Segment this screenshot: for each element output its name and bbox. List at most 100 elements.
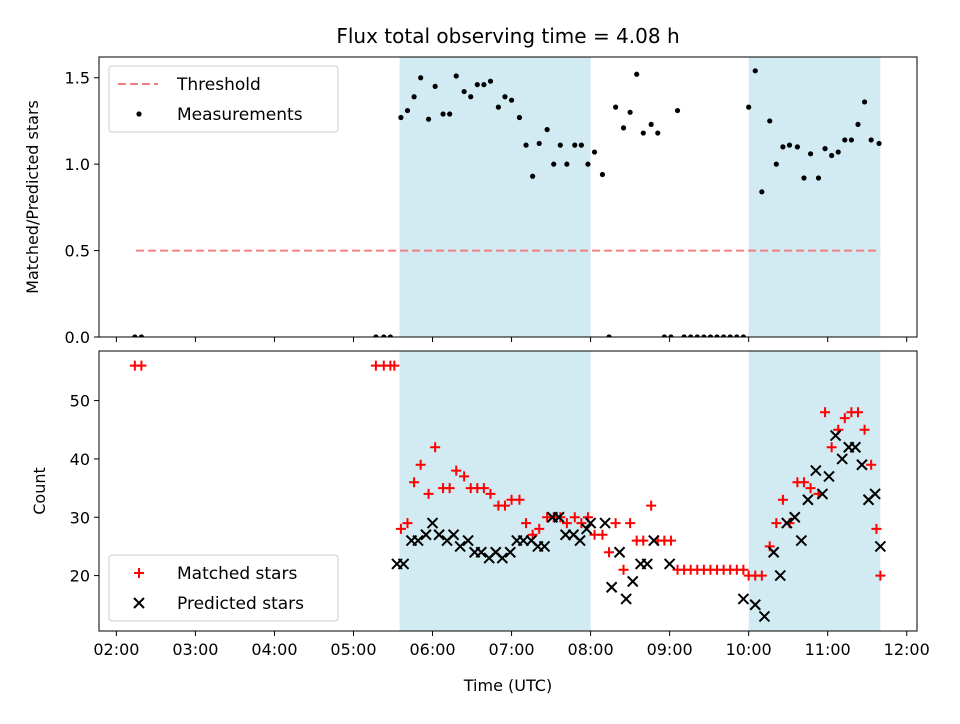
predicted-stars-point <box>749 599 761 611</box>
predicted-stars-point <box>420 529 432 541</box>
matched-stars-point <box>423 488 434 499</box>
axes-frame <box>98 56 918 338</box>
matched-stars-point <box>451 465 462 476</box>
observing-window-1 <box>399 351 591 631</box>
predicted-stars-point <box>504 546 516 558</box>
measurements-point <box>640 130 646 136</box>
matched-stars-point <box>756 570 767 581</box>
measurements-point <box>794 144 800 150</box>
matched-stars-point <box>136 360 147 371</box>
measurements-point <box>807 151 814 157</box>
measurements-point <box>440 111 446 117</box>
measurements-point <box>815 175 822 181</box>
matched-stars-point <box>798 477 809 488</box>
matched-stars-point <box>478 483 489 494</box>
predicted-stars-point <box>496 552 509 564</box>
matched-stars-point <box>852 407 863 418</box>
matched-stars-point <box>389 360 400 371</box>
measurements-point <box>835 149 841 155</box>
measurements-point <box>551 161 557 167</box>
matched-stars-point <box>395 523 406 534</box>
measurements-point <box>613 104 619 110</box>
y-tick-label: 1.0 <box>65 155 90 174</box>
measurements-point <box>707 334 714 337</box>
predicted-stars-point <box>874 540 887 553</box>
measurements-point <box>627 109 633 115</box>
measurements-point <box>387 334 393 337</box>
measurements-point <box>418 75 424 81</box>
measurements-point <box>516 114 523 121</box>
measurements-point <box>681 334 687 337</box>
matched-stars-point <box>402 518 413 529</box>
matched-stars-point <box>604 547 615 558</box>
predicted-stars-point <box>538 540 551 553</box>
measurements-point <box>694 334 700 337</box>
chart-title: Flux total observing time = 4.08 h <box>336 24 679 48</box>
measurements-point <box>536 140 542 147</box>
measurements-point <box>557 142 563 148</box>
predicted-stars-point <box>823 470 835 483</box>
y-tick-label: 0.5 <box>65 242 90 261</box>
predicted-stars-point <box>816 488 829 500</box>
matched-stars-point <box>576 518 587 529</box>
y-axis-label: Count <box>30 467 49 515</box>
measurements-point <box>759 189 765 195</box>
measurements-point <box>373 334 379 337</box>
legend-label: Matched stars <box>177 564 297 584</box>
predicted-stars-point <box>574 534 586 547</box>
x-tick-label: 05:00 <box>330 640 376 659</box>
matched-stars-point <box>665 535 676 546</box>
predicted-stars-point <box>789 511 801 523</box>
x-tick-label: 11:00 <box>805 640 851 659</box>
matched-stars-point <box>597 529 608 540</box>
measurements-point <box>508 97 515 103</box>
matched-stars-point <box>777 494 788 505</box>
x-tick-label: 03:00 <box>172 640 218 659</box>
predicted-stars-point <box>613 546 626 558</box>
measurements-point <box>822 146 828 152</box>
matched-stars-point <box>771 518 782 529</box>
measurements-point <box>502 94 508 100</box>
matched-stars-point <box>514 494 525 505</box>
x-tick-label: 12:00 <box>884 640 930 659</box>
measurements-point <box>855 121 861 128</box>
measurements-point <box>620 125 627 131</box>
matched-stars-point <box>820 407 831 418</box>
matched-stars-point <box>738 564 749 575</box>
measurements-point <box>801 175 807 181</box>
observing-window-2 <box>748 57 881 337</box>
legend-marker <box>134 568 144 578</box>
measurements-point <box>132 334 138 337</box>
predicted-stars-point <box>856 459 868 471</box>
predicted-stars-point <box>397 558 410 570</box>
y-tick-label: 30 <box>70 508 90 527</box>
predicted-stars-point <box>433 529 445 541</box>
matched-stars-point <box>875 570 886 581</box>
matched-stars-point <box>764 541 775 552</box>
y-tick-label: 50 <box>70 392 90 411</box>
measurements-point <box>468 94 474 100</box>
measurements-point <box>432 83 438 89</box>
predicted-stars-point <box>454 540 466 553</box>
legend: Matched stars Predicted stars <box>108 554 339 622</box>
matched-stars-point <box>866 459 877 470</box>
x-tick-label: 07:00 <box>489 640 535 659</box>
measurements-point <box>701 334 707 337</box>
predicted-stars-point <box>869 488 881 500</box>
x-tick-label: 02:00 <box>93 640 139 659</box>
y-tick-label: 40 <box>70 450 90 469</box>
matched-stars-point <box>638 535 649 546</box>
matched-stars-point <box>534 523 545 534</box>
measurements-point <box>447 111 453 117</box>
matched-stars-point <box>618 564 629 575</box>
measurements-point <box>425 116 432 122</box>
matched-stars-point <box>521 518 532 529</box>
measurements-point <box>786 142 793 148</box>
y-tick-label: 0.0 <box>65 328 90 347</box>
matched-stars-point <box>485 488 496 499</box>
measurements-point <box>714 334 720 337</box>
measurements-point <box>138 334 145 337</box>
measurements-point <box>868 137 874 143</box>
